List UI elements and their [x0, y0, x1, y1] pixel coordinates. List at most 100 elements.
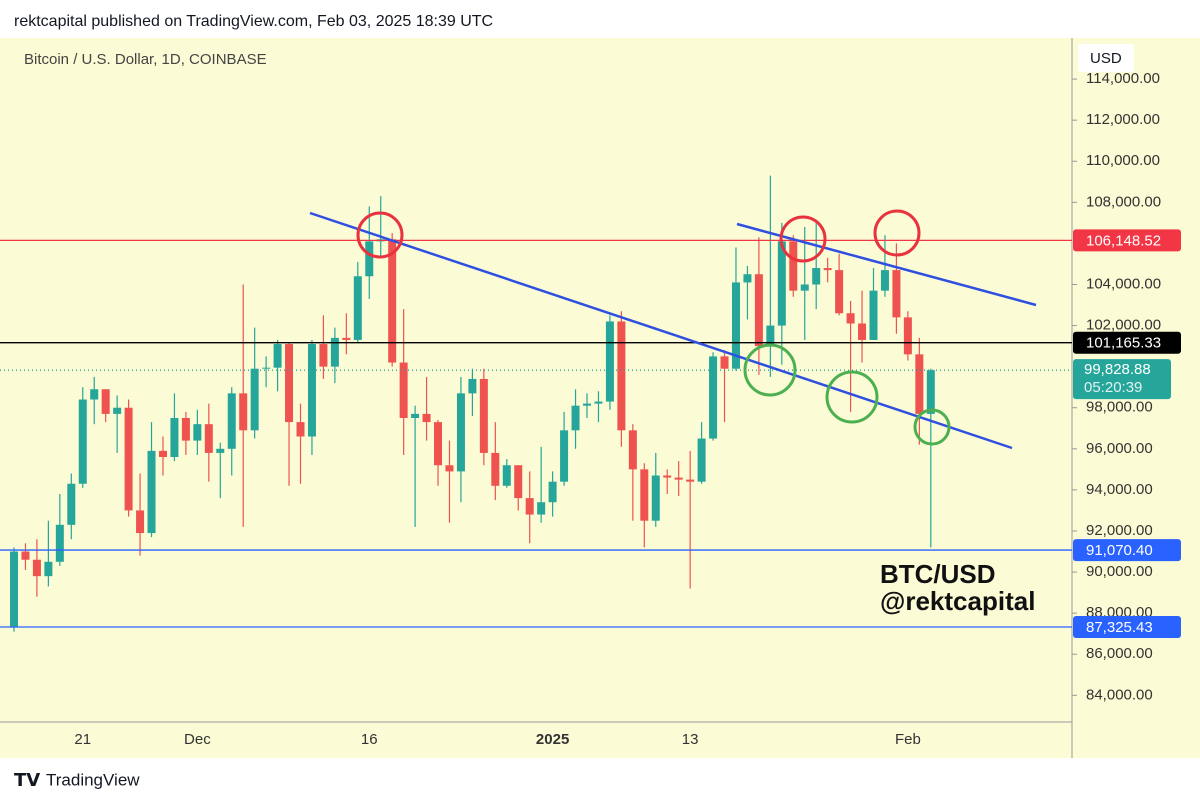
candle-body — [21, 551, 30, 560]
candle-body — [548, 481, 557, 503]
candle-body — [766, 325, 775, 347]
currency-box — [1078, 44, 1134, 72]
highlight-circle — [779, 215, 827, 263]
candle-body — [227, 393, 236, 449]
candle-body — [571, 405, 580, 431]
candle-body — [697, 438, 706, 482]
candle-body — [422, 413, 431, 423]
candle-body — [296, 422, 305, 437]
candle-body — [560, 430, 569, 482]
price-level-tag — [1073, 539, 1181, 562]
trend-line — [309, 211, 1013, 450]
candle-body — [743, 274, 752, 283]
candle-body — [32, 559, 41, 577]
trend-line — [736, 222, 1037, 307]
candle-body — [456, 393, 465, 472]
candle-body — [239, 393, 248, 431]
candle-body — [181, 418, 190, 441]
candle-body — [537, 502, 546, 515]
candle-body — [754, 274, 763, 347]
candle-body — [273, 344, 282, 368]
candle-body — [605, 321, 614, 402]
highlight-circle — [825, 370, 879, 424]
candle-body — [640, 469, 649, 521]
candle-body — [342, 337, 351, 340]
highlight-circle — [356, 211, 404, 259]
highlight-circle — [873, 209, 921, 257]
candle-body — [869, 290, 878, 340]
price-level-label: 101,165.33 — [1086, 335, 1161, 352]
candle-body — [491, 452, 500, 486]
y-tick-label: 92,000.00 — [1086, 522, 1153, 539]
chart-title: Bitcoin / U.S. Dollar, 1D, COINBASE — [24, 51, 267, 68]
currency-label: USD — [1090, 50, 1122, 67]
candle-body — [628, 430, 637, 470]
candle-body — [731, 282, 740, 369]
candle-body — [113, 407, 122, 414]
y-tick-label: 90,000.00 — [1086, 563, 1153, 580]
highlight-circle — [913, 408, 951, 446]
candle-body — [411, 413, 420, 418]
annotation: @rektcapital — [880, 586, 1035, 616]
y-tick-label: 110,000.00 — [1086, 152, 1160, 169]
candle-body — [136, 510, 145, 534]
candle-body — [147, 450, 156, 534]
candle-body — [67, 483, 76, 525]
publish-header: rektcapital published on TradingView.com… — [14, 13, 493, 30]
y-tick-label: 112,000.00 — [1086, 111, 1160, 128]
candle-body — [525, 498, 534, 515]
candle-body — [262, 367, 271, 369]
candle-body — [285, 344, 294, 423]
y-tick-label: 98,000.00 — [1086, 399, 1153, 416]
candle-body — [686, 479, 695, 482]
candle-body — [800, 284, 809, 291]
candle-body — [55, 524, 64, 562]
candle-body — [720, 356, 729, 369]
footer-brand: TradingView — [46, 770, 140, 789]
candle-body — [307, 344, 316, 437]
candle-body — [468, 378, 477, 394]
candle-body — [903, 317, 912, 355]
y-tick-label: 102,000.00 — [1086, 317, 1161, 334]
logo-mark: 𝗧𝗩 — [14, 770, 40, 790]
candle-body — [846, 313, 855, 324]
candle-body — [617, 321, 626, 431]
x-tick-label: 2025 — [536, 731, 569, 748]
candle-body — [812, 268, 821, 285]
x-tick-label: Feb — [895, 731, 921, 748]
y-tick-label: 114,000.00 — [1086, 70, 1160, 87]
price-level-tag — [1073, 615, 1181, 638]
candle-body — [204, 424, 213, 453]
candle-body — [502, 465, 511, 486]
candle-body — [250, 368, 259, 431]
candle-body — [353, 276, 362, 340]
annotation: BTC/USD — [880, 559, 996, 589]
y-tick-label: 84,000.00 — [1086, 686, 1153, 703]
y-tick-label: 108,000.00 — [1086, 193, 1161, 210]
candle-body — [124, 407, 133, 511]
price-level-tag — [1073, 331, 1181, 354]
candle-body — [663, 475, 672, 478]
candle-body — [823, 268, 832, 271]
y-tick-label: 104,000.00 — [1086, 275, 1161, 292]
candle-body — [674, 477, 683, 480]
candle-body — [216, 448, 225, 453]
candle-body — [434, 422, 443, 466]
candle-body — [583, 403, 591, 406]
footer-background — [0, 758, 1200, 804]
candle-body — [892, 270, 901, 318]
candle-body — [789, 241, 798, 291]
price-level-label: 91,070.40 — [1086, 542, 1153, 559]
candle-body — [835, 270, 844, 314]
candle-body — [158, 450, 167, 458]
y-tick-label: 94,000.00 — [1086, 481, 1153, 498]
candle-body — [170, 418, 179, 458]
price-level-tag — [1073, 229, 1181, 252]
candle-body — [90, 389, 99, 400]
candle-body — [330, 337, 339, 367]
candle-body — [777, 241, 786, 326]
chart-background — [0, 38, 1200, 758]
x-tick-label: Dec — [184, 731, 211, 748]
candle-body — [479, 378, 488, 453]
